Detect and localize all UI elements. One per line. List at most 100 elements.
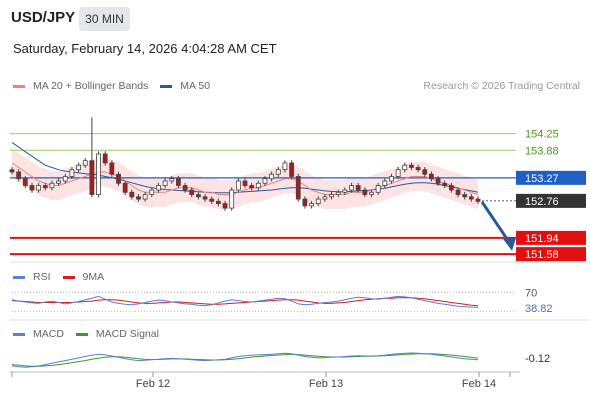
candle-body bbox=[269, 173, 275, 180]
candle-body bbox=[129, 191, 135, 198]
candle-body bbox=[448, 185, 454, 191]
candle-body bbox=[16, 171, 22, 180]
level-box-153.27 bbox=[516, 170, 586, 185]
macd-signal-line bbox=[11, 353, 479, 367]
candle-body bbox=[415, 167, 421, 171]
candle-body bbox=[195, 194, 201, 198]
candle-body bbox=[202, 196, 208, 200]
candle-body bbox=[422, 169, 428, 175]
candle-body bbox=[329, 194, 334, 198]
candle-body bbox=[455, 189, 461, 195]
candle-body bbox=[275, 169, 281, 175]
candle-body bbox=[322, 196, 328, 200]
rsi-ma-legend-label: 9MA bbox=[82, 271, 105, 283]
candle-body bbox=[255, 182, 261, 189]
macd-legend-label: MACD bbox=[33, 328, 64, 340]
candle-body bbox=[142, 194, 148, 200]
candle-body bbox=[82, 160, 88, 166]
candle-body bbox=[375, 185, 381, 193]
candle-body bbox=[349, 185, 354, 191]
candle-body bbox=[262, 178, 268, 184]
candle-body bbox=[249, 185, 255, 189]
candle-body bbox=[169, 178, 175, 182]
macd-legend: MACD MACD Signal bbox=[13, 328, 159, 340]
ma50-legend-label: MA 50 bbox=[180, 80, 211, 92]
candle-body bbox=[116, 173, 121, 184]
candle-body bbox=[102, 153, 108, 164]
rsi-swatch bbox=[13, 275, 25, 279]
x-tick-label: Feb 14 bbox=[462, 378, 496, 390]
candle-body bbox=[442, 182, 448, 186]
candle-body bbox=[162, 180, 168, 186]
candle-body bbox=[242, 180, 248, 186]
candle-body bbox=[462, 194, 468, 198]
candle-body bbox=[9, 169, 15, 173]
macd-signal-legend-label: MACD Signal bbox=[95, 328, 159, 340]
level-label-152.76: 152.76 bbox=[525, 196, 559, 208]
candle-body bbox=[362, 189, 368, 195]
candle-body bbox=[122, 182, 128, 193]
research-credit: Research © 2026 Trading Central bbox=[423, 80, 580, 92]
candle-body bbox=[182, 185, 188, 191]
x-tick-label: Feb 12 bbox=[136, 378, 170, 390]
candle-body bbox=[42, 185, 48, 189]
candle-body bbox=[215, 200, 221, 204]
candle-body bbox=[89, 160, 95, 195]
macd-line bbox=[11, 352, 479, 368]
forecast-arrow-head bbox=[503, 237, 516, 251]
candle-body bbox=[96, 153, 101, 195]
candle-body bbox=[309, 203, 314, 207]
candle-body bbox=[149, 189, 155, 195]
candle-body bbox=[402, 164, 408, 171]
level-box-151.58 bbox=[516, 247, 586, 262]
candle-body bbox=[295, 176, 301, 200]
main-legend: MA 20 + Bollinger Bands MA 50 bbox=[13, 80, 210, 92]
level-label-151.94: 151.94 bbox=[525, 233, 559, 245]
candle-body bbox=[62, 176, 68, 182]
candle-body bbox=[49, 182, 55, 189]
symbol-title: USD/JPY bbox=[11, 9, 76, 26]
macd-last-value: -0.12 bbox=[525, 353, 550, 365]
candle-body bbox=[109, 162, 115, 175]
rsi-legend: RSI 9MA bbox=[13, 271, 104, 283]
level-box-151.94 bbox=[516, 230, 586, 245]
candle-body bbox=[355, 185, 361, 191]
candle-body bbox=[342, 189, 348, 193]
level-label-151.58: 151.58 bbox=[525, 249, 559, 261]
candle-body bbox=[229, 189, 235, 209]
ma20-swatch bbox=[13, 84, 25, 88]
rsi-legend-label: RSI bbox=[33, 271, 51, 283]
candle-body bbox=[289, 162, 295, 177]
forecast-arrow-shaft bbox=[480, 201, 511, 243]
rsi-ma-swatch bbox=[62, 275, 75, 279]
rsi-last-value: 38.82 bbox=[525, 303, 553, 315]
level-label-153.88: 153.88 bbox=[525, 145, 559, 157]
rsi-ma-line bbox=[11, 297, 479, 307]
candle-body bbox=[315, 198, 321, 204]
candle-body bbox=[56, 180, 61, 184]
candle-body bbox=[235, 180, 241, 191]
candle-body bbox=[69, 169, 75, 177]
level-label-154.25: 154.25 bbox=[525, 129, 559, 141]
candle-body bbox=[209, 198, 215, 202]
candle-body bbox=[428, 173, 434, 180]
candle-body bbox=[136, 196, 141, 200]
candle-body bbox=[302, 198, 308, 207]
candle-body bbox=[222, 203, 228, 209]
level-box-152.76 bbox=[516, 193, 586, 208]
candle-body bbox=[76, 164, 81, 171]
candle-body bbox=[475, 198, 481, 202]
rsi-level-label: 70 bbox=[525, 288, 537, 300]
chart-datetime: Saturday, February 14, 2026 4:04:28 AM C… bbox=[13, 41, 277, 56]
candle-body bbox=[36, 185, 42, 191]
timeframe-button[interactable]: 30 MIN bbox=[79, 7, 130, 31]
rsi-line bbox=[11, 295, 479, 308]
candle-body bbox=[176, 178, 181, 186]
candle-body bbox=[156, 185, 161, 191]
candle-body bbox=[29, 185, 35, 191]
macd-signal-swatch bbox=[75, 332, 88, 336]
x-tick-label: Feb 13 bbox=[309, 378, 343, 390]
macd-swatch bbox=[13, 332, 25, 336]
candle-body bbox=[468, 196, 474, 200]
